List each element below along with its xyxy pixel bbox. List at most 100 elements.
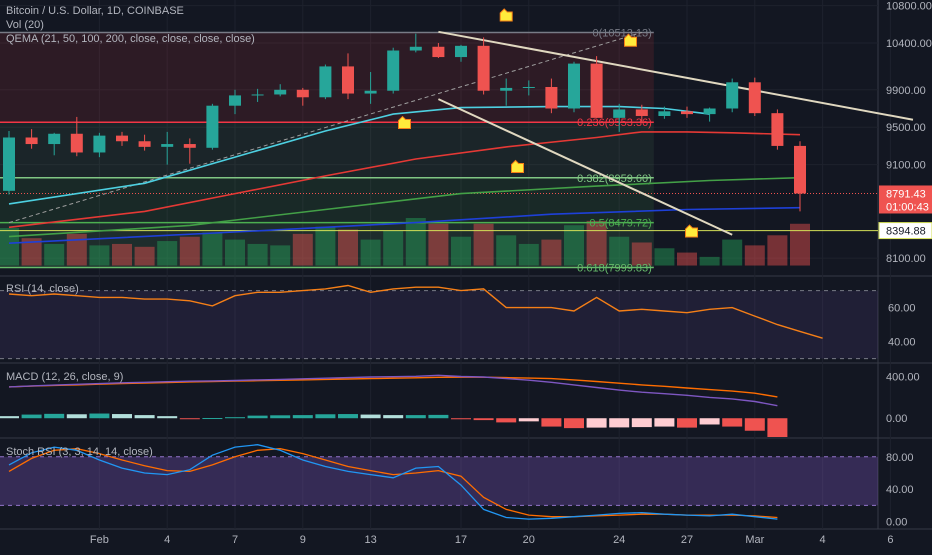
candle-body xyxy=(409,46,422,51)
volume-bar xyxy=(631,242,652,266)
macd-histogram-bar xyxy=(21,414,42,419)
ema-line xyxy=(8,176,801,238)
volume-bar xyxy=(338,229,358,266)
candle-body xyxy=(613,109,626,118)
volume-bar xyxy=(609,236,630,266)
stoch-band xyxy=(0,456,878,506)
macd-histogram-bar xyxy=(247,415,268,419)
rsi-line xyxy=(8,284,823,339)
candle-body xyxy=(681,111,693,115)
volume-bar xyxy=(202,232,223,266)
price-tick-label: 9900.00 xyxy=(886,85,926,97)
time-tick-label: 24 xyxy=(613,534,625,546)
candle-body xyxy=(658,111,671,116)
macd-histogram-bar xyxy=(338,414,358,419)
volume-bar xyxy=(699,256,720,266)
price-tick-label: 10800.00 xyxy=(886,1,932,13)
volume-bar xyxy=(541,239,562,266)
rsi-legend[interactable]: RSI (14, close) xyxy=(6,283,79,295)
candle-body xyxy=(93,135,106,153)
stoch-tick-label: 0.00 xyxy=(886,517,907,529)
volume-bar xyxy=(767,235,788,266)
rsi-band xyxy=(0,290,878,359)
candle-body xyxy=(545,86,558,109)
volume-bar xyxy=(722,239,743,266)
volume-bar xyxy=(270,245,291,266)
candle-body xyxy=(229,95,241,106)
chart-legend: Bitcoin / U.S. Dollar, 1D, COINBASE Vol … xyxy=(6,4,255,46)
price-tick-label: 8100.00 xyxy=(886,253,926,265)
macd-histogram-bar xyxy=(270,415,291,419)
macd-tick-label: 400.00 xyxy=(886,372,920,384)
fib-label: 0.5(8479.72) xyxy=(589,218,651,230)
hand-marker-icon xyxy=(398,115,411,130)
hand-marker-icon xyxy=(511,159,524,173)
candle-body xyxy=(342,66,354,94)
candle-body xyxy=(432,46,445,58)
macd-histogram-bar xyxy=(112,414,132,419)
volume-legend[interactable]: Vol (20) xyxy=(6,19,44,31)
time-tick-label: 27 xyxy=(681,534,693,546)
macd-histogram-bar xyxy=(225,417,245,419)
fib-zone xyxy=(0,122,654,178)
volume-bar xyxy=(112,243,132,266)
time-tick-label: 13 xyxy=(364,534,376,546)
volume-bar xyxy=(428,223,449,266)
macd-histogram-bar xyxy=(518,418,539,422)
volume-bar xyxy=(518,243,539,266)
macd-histogram-bar xyxy=(496,418,517,423)
candle-body xyxy=(70,133,83,153)
volume-bar xyxy=(360,239,381,266)
macd-histogram-bar xyxy=(428,414,449,419)
macd-histogram-bar xyxy=(383,415,404,419)
volume-bar xyxy=(134,246,155,266)
macd-legend[interactable]: MACD (12, 26, close, 9) xyxy=(6,371,124,383)
hand-marker-icon xyxy=(624,33,637,47)
price-tick-label: 9500.00 xyxy=(886,122,926,134)
qema-legend[interactable]: QEMA (21, 50, 100, 200, close, close, cl… xyxy=(6,33,255,45)
time-tick-label: Mar xyxy=(745,534,764,546)
time-tick-label: 20 xyxy=(523,534,535,546)
symbol-title[interactable]: Bitcoin / U.S. Dollar, 1D, COINBASE xyxy=(6,5,184,17)
ema-line xyxy=(8,206,801,244)
macd-histogram-bar xyxy=(609,418,630,428)
volume-bar xyxy=(405,218,426,266)
macd-histogram-bar xyxy=(360,414,381,419)
macd-histogram-bar xyxy=(179,418,200,420)
candle-body xyxy=(48,133,61,145)
candle-body xyxy=(477,45,490,91)
volume-bar xyxy=(157,241,178,266)
macd-histogram-bar xyxy=(451,418,471,420)
volume-bar xyxy=(790,223,810,266)
time-tick-label: 6 xyxy=(887,534,893,546)
time-tick-label: 17 xyxy=(455,534,467,546)
candle-body xyxy=(455,45,467,58)
volume-bar xyxy=(21,238,42,266)
candle-body xyxy=(748,82,761,114)
macd-histogram-bar xyxy=(677,418,697,428)
current-price-badge xyxy=(879,185,932,214)
fib-label: 0.618(7999.83) xyxy=(577,263,652,275)
time-tick-label: 4 xyxy=(820,534,826,546)
candle-body xyxy=(251,94,264,96)
volume-bar xyxy=(564,225,584,266)
time-tick-label: 7 xyxy=(232,534,238,546)
macd-tick-label: 0.00 xyxy=(886,413,907,425)
volume-bar xyxy=(225,239,245,266)
volume-bar xyxy=(89,245,110,266)
macd-histogram-bar xyxy=(292,415,313,419)
volume-bar xyxy=(315,226,336,266)
volume-bar xyxy=(0,228,19,266)
volume-bar xyxy=(179,236,200,266)
countdown-label: 01:00:43 xyxy=(886,201,929,213)
macd-histogram-bar xyxy=(744,418,765,431)
time-tick-label: 9 xyxy=(300,534,306,546)
trendline xyxy=(437,98,733,236)
stoch-rsi-legend[interactable]: Stoch RSI (3, 3, 14, 14, close) xyxy=(6,446,153,458)
candle-body xyxy=(590,63,603,118)
macd-histogram-bar xyxy=(654,418,675,427)
macd-histogram-bar xyxy=(202,418,223,420)
volume-bar xyxy=(473,223,494,266)
